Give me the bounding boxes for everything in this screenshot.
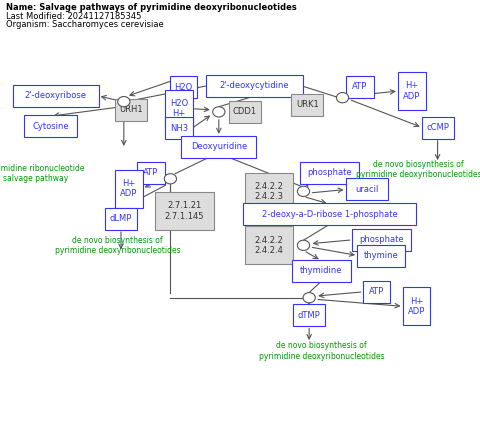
FancyBboxPatch shape <box>346 178 388 200</box>
Text: H+
ADP: H+ ADP <box>120 179 138 198</box>
FancyBboxPatch shape <box>346 76 374 98</box>
Text: 2-deoxy-a-D-ribose 1-phosphate: 2-deoxy-a-D-ribose 1-phosphate <box>262 210 397 219</box>
Text: 2.7.1.21
2.7.1.145: 2.7.1.21 2.7.1.145 <box>165 202 204 221</box>
FancyBboxPatch shape <box>115 99 147 121</box>
Circle shape <box>298 240 310 250</box>
Text: H+
ADP: H+ ADP <box>408 297 425 316</box>
Text: 2.4.2.2
2.4.2.3: 2.4.2.2 2.4.2.3 <box>255 182 284 201</box>
Text: URH1: URH1 <box>119 105 143 114</box>
Text: H+
ADP: H+ ADP <box>403 81 420 101</box>
Text: Pyrimidine ribonucleotide
salvage pathway: Pyrimidine ribonucleotide salvage pathwa… <box>0 164 84 183</box>
FancyBboxPatch shape <box>115 170 143 208</box>
Text: NH3: NH3 <box>170 124 188 133</box>
Text: H2O: H2O <box>174 83 192 92</box>
Text: Last Modified: 20241127185345: Last Modified: 20241127185345 <box>6 12 141 21</box>
FancyBboxPatch shape <box>357 244 405 267</box>
FancyBboxPatch shape <box>291 94 323 116</box>
FancyBboxPatch shape <box>352 229 410 251</box>
FancyBboxPatch shape <box>105 208 137 230</box>
FancyBboxPatch shape <box>362 281 390 303</box>
Text: phosphate: phosphate <box>307 168 352 177</box>
FancyBboxPatch shape <box>245 226 293 264</box>
Text: H2O
H+: H2O H+ <box>170 99 188 119</box>
Text: Organism: Saccharomyces cerevisiae: Organism: Saccharomyces cerevisiae <box>6 20 164 29</box>
FancyBboxPatch shape <box>403 288 430 325</box>
FancyBboxPatch shape <box>165 90 193 128</box>
FancyBboxPatch shape <box>292 260 351 282</box>
FancyBboxPatch shape <box>155 192 214 230</box>
Circle shape <box>303 293 315 303</box>
Text: 2'-deoxyribose: 2'-deoxyribose <box>24 91 86 100</box>
Text: Name: Salvage pathways of pyrimidine deoxyribonucleotides: Name: Salvage pathways of pyrimidine deo… <box>6 3 297 12</box>
Text: CDD1: CDD1 <box>233 107 257 116</box>
Text: URK1: URK1 <box>296 100 319 109</box>
FancyBboxPatch shape <box>181 136 256 158</box>
Text: phosphate: phosphate <box>359 235 403 244</box>
Text: Cytosine: Cytosine <box>32 122 69 131</box>
Text: de novo biosynthesis of
pyrimidine deoxyribonucleotides: de novo biosynthesis of pyrimidine deoxy… <box>55 236 180 255</box>
FancyBboxPatch shape <box>293 304 325 327</box>
Circle shape <box>118 96 130 107</box>
Text: de novo biosynthesis of
pyrimidine deoxyribonucleotides: de novo biosynthesis of pyrimidine deoxy… <box>356 160 480 179</box>
FancyBboxPatch shape <box>243 203 416 225</box>
Text: ATP: ATP <box>143 168 158 177</box>
Text: dLMP: dLMP <box>110 214 132 223</box>
Text: 2.4.2.2
2.4.2.4: 2.4.2.2 2.4.2.4 <box>255 236 284 255</box>
Text: thymidine: thymidine <box>300 267 343 276</box>
FancyBboxPatch shape <box>421 116 454 139</box>
FancyBboxPatch shape <box>245 172 293 210</box>
FancyBboxPatch shape <box>137 162 165 184</box>
Text: thymine: thymine <box>364 251 398 260</box>
Circle shape <box>298 186 310 196</box>
Text: uracil: uracil <box>355 185 379 194</box>
Circle shape <box>336 92 348 103</box>
FancyBboxPatch shape <box>205 75 302 97</box>
FancyBboxPatch shape <box>12 85 99 107</box>
FancyBboxPatch shape <box>398 72 426 110</box>
Text: 2'-deoxycytidine: 2'-deoxycytidine <box>219 81 289 90</box>
Text: dTMP: dTMP <box>298 311 321 320</box>
FancyBboxPatch shape <box>228 101 261 123</box>
FancyBboxPatch shape <box>165 117 193 140</box>
FancyBboxPatch shape <box>300 162 359 184</box>
Text: ATP: ATP <box>352 82 368 91</box>
Text: cCMP: cCMP <box>426 123 449 132</box>
FancyBboxPatch shape <box>24 116 77 137</box>
Circle shape <box>213 107 225 117</box>
Text: Deoxyuridine: Deoxyuridine <box>191 143 247 152</box>
Circle shape <box>164 174 177 184</box>
Text: ATP: ATP <box>369 287 384 296</box>
FancyBboxPatch shape <box>169 76 197 98</box>
Text: de novo biosynthesis of
pyrimidine deoxyribonucleotides: de novo biosynthesis of pyrimidine deoxy… <box>259 341 384 360</box>
